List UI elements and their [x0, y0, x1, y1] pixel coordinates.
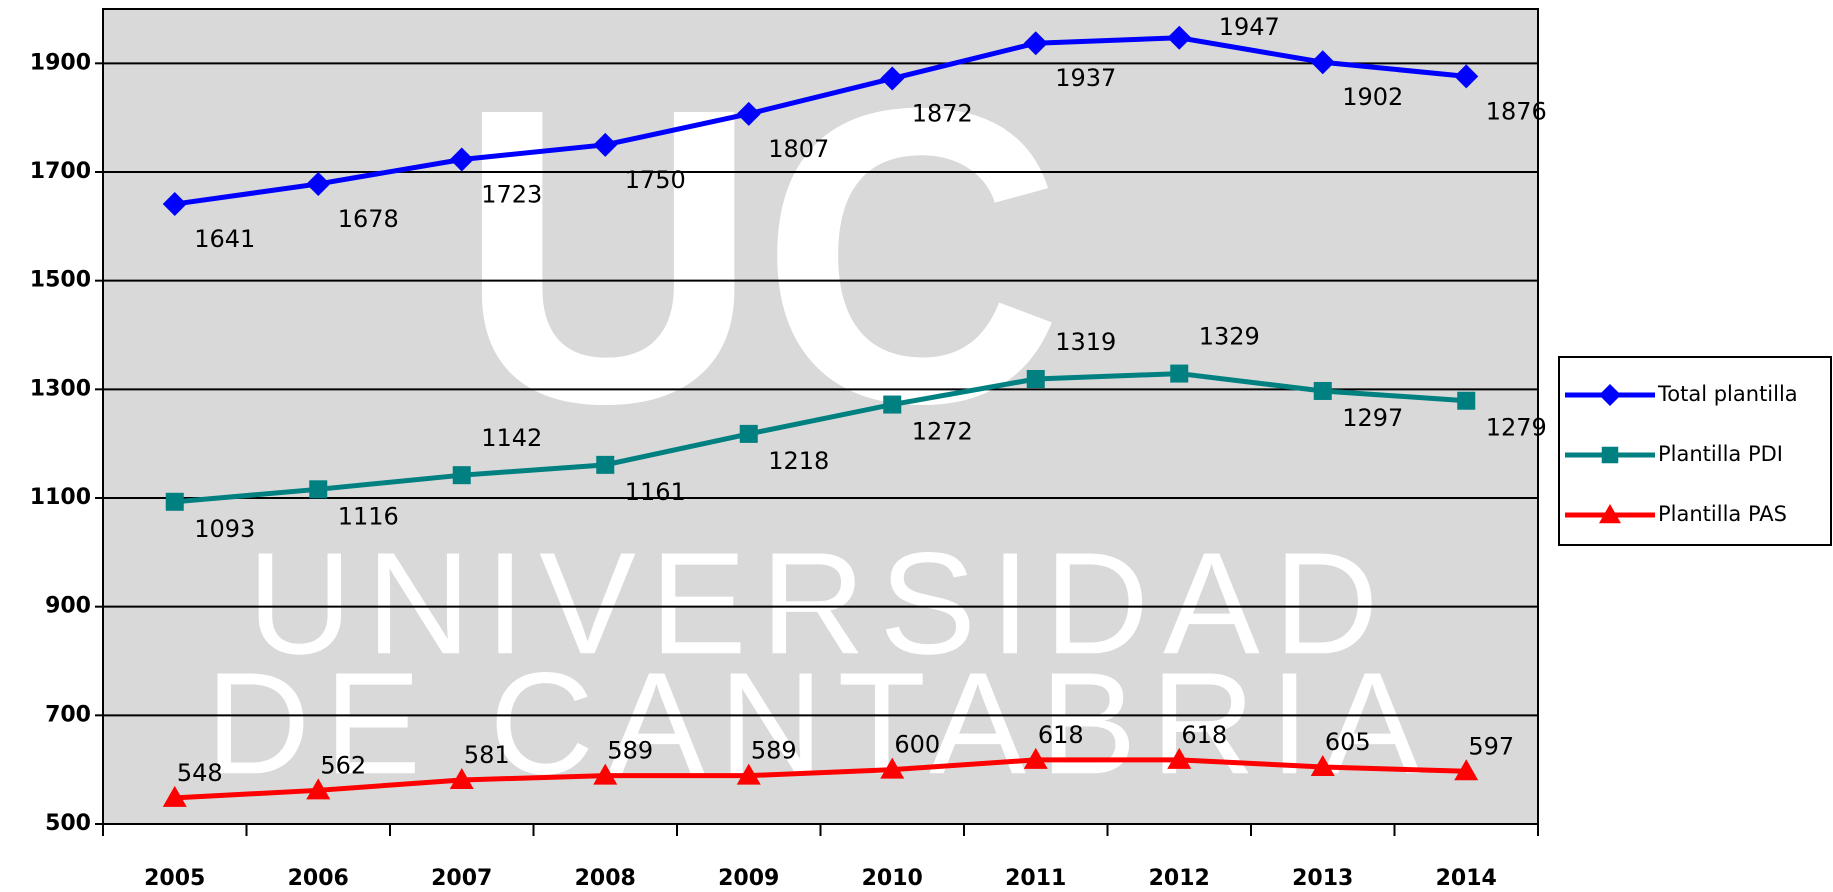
watermark: UNIVERSIDAD [248, 522, 1393, 684]
data-point [449, 767, 474, 789]
data-point [593, 132, 618, 157]
data-label: 1902 [1342, 83, 1403, 111]
data-point [1457, 391, 1476, 410]
legend-marker [1599, 384, 1621, 406]
data-label: 597 [1468, 732, 1514, 760]
data-label: 1872 [912, 100, 973, 128]
y-tick-label: 1700 [30, 159, 91, 184]
data-point [162, 785, 187, 807]
x-tick-label: 2013 [1292, 866, 1353, 891]
data-label: 1142 [481, 424, 542, 452]
x-tick-label: 2012 [1149, 866, 1210, 891]
data-label: 1297 [1342, 404, 1403, 432]
data-point [1167, 25, 1192, 50]
data-label: 618 [1038, 721, 1084, 749]
data-point [596, 455, 615, 474]
data-point [1454, 759, 1479, 781]
data-label: 562 [320, 751, 366, 779]
data-label: 1947 [1219, 13, 1280, 41]
data-label: 1218 [768, 447, 829, 475]
y-tick-label: 1100 [30, 485, 91, 510]
data-label: 1093 [194, 515, 255, 543]
legend-marker [1599, 504, 1621, 524]
data-point [309, 480, 328, 499]
data-point [165, 492, 184, 511]
data-label: 1279 [1486, 414, 1547, 442]
x-tick-label: 2011 [1005, 866, 1066, 891]
data-label: 1937 [1055, 64, 1116, 92]
y-tick-label: 1900 [30, 50, 91, 75]
data-point [1310, 50, 1335, 75]
data-label: 600 [894, 731, 940, 759]
data-point [883, 395, 902, 414]
watermark: UC [457, 22, 1064, 491]
data-point [1023, 31, 1048, 56]
data-label: 1641 [194, 225, 255, 253]
data-point [736, 763, 761, 785]
data-label: 1161 [625, 478, 686, 506]
data-label: 1807 [768, 135, 829, 163]
data-point [739, 424, 758, 443]
data-label: 581 [464, 741, 510, 769]
data-point [736, 101, 761, 126]
x-tick-label: 2008 [575, 866, 636, 891]
y-tick-label: 900 [45, 594, 91, 619]
data-point [1454, 64, 1479, 89]
data-point [306, 778, 331, 800]
data-label: 1876 [1486, 97, 1547, 125]
data-point [1310, 754, 1335, 776]
data-label: 618 [1181, 721, 1227, 749]
data-point [1313, 381, 1332, 400]
data-point [593, 763, 618, 785]
y-tick-label: 1300 [30, 376, 91, 401]
legend-label: Plantilla PAS [1658, 502, 1787, 526]
y-tick-label: 1500 [30, 268, 91, 293]
x-tick-label: 2007 [431, 866, 492, 891]
data-label: 589 [607, 737, 653, 765]
x-tick-label: 2006 [288, 866, 349, 891]
data-label: 1272 [912, 418, 973, 446]
watermark: DE CANTABRIA [206, 642, 1435, 804]
legend-marker [1601, 446, 1619, 464]
data-label: 1750 [625, 166, 686, 194]
y-tick-label: 500 [45, 811, 91, 836]
x-tick-label: 2009 [718, 866, 779, 891]
series-line [174, 757, 1467, 801]
data-label: 1678 [338, 205, 399, 233]
plot-area [102, 8, 1539, 825]
x-tick-label: 2010 [862, 866, 923, 891]
data-label: 1319 [1055, 328, 1116, 356]
data-point [1170, 364, 1189, 383]
data-label: 605 [1325, 728, 1371, 756]
data-label: 548 [177, 759, 223, 787]
data-label: 589 [751, 737, 797, 765]
series-line [174, 35, 1467, 207]
data-point [880, 757, 905, 779]
series-line [174, 371, 1467, 505]
data-point [1026, 370, 1045, 389]
data-point [880, 66, 905, 91]
data-point [1023, 747, 1048, 769]
data-point [1167, 747, 1192, 769]
y-tick-label: 700 [45, 702, 91, 727]
legend-label: Total plantilla [1657, 382, 1798, 406]
legend-label: Plantilla PDI [1658, 442, 1783, 466]
data-label: 1116 [338, 502, 399, 530]
data-point [306, 171, 331, 196]
data-label: 1329 [1199, 323, 1260, 351]
data-label: 1723 [481, 181, 542, 209]
data-point [449, 147, 474, 172]
data-point [162, 192, 187, 217]
x-tick-label: 2005 [144, 866, 205, 891]
data-point [452, 466, 471, 485]
x-tick-label: 2014 [1436, 866, 1497, 891]
